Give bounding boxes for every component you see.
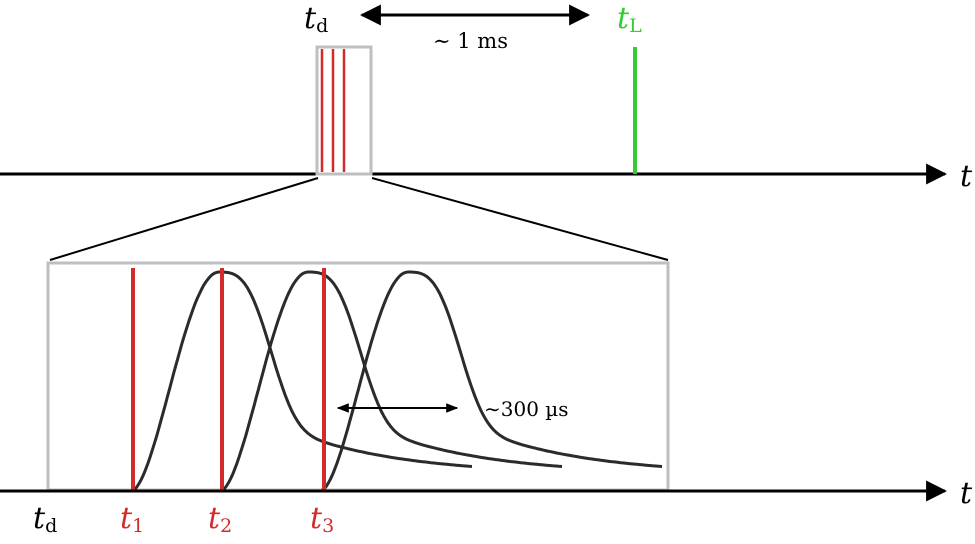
bottom-axis-label: t [960, 476, 973, 511]
zoom-line-right [371, 177, 669, 261]
bottom-timeline: ∼300 µs t td t1 t2 t3 [0, 261, 973, 537]
zoom-line-left [49, 177, 319, 261]
pulse-curve-1 [132, 270, 473, 492]
td-label-top: td [304, 1, 328, 37]
detection-window-box [315, 45, 373, 176]
interval-label: ∼ 1 ms [433, 29, 508, 53]
top-timeline: t td ∼ 1 ms tL [0, 1, 973, 194]
tick-label-t1: t1 [120, 501, 144, 537]
tick-label-t3: t3 [310, 501, 334, 537]
top-axis-label: t [960, 159, 973, 194]
pulse-curve-2 [221, 270, 563, 492]
tL-label: tL [617, 1, 642, 37]
width-label: ∼300 µs [484, 397, 569, 421]
tick-label-td: td [33, 501, 57, 537]
pulse-curve-3 [321, 270, 663, 492]
tick-label-t2: t2 [208, 501, 232, 537]
